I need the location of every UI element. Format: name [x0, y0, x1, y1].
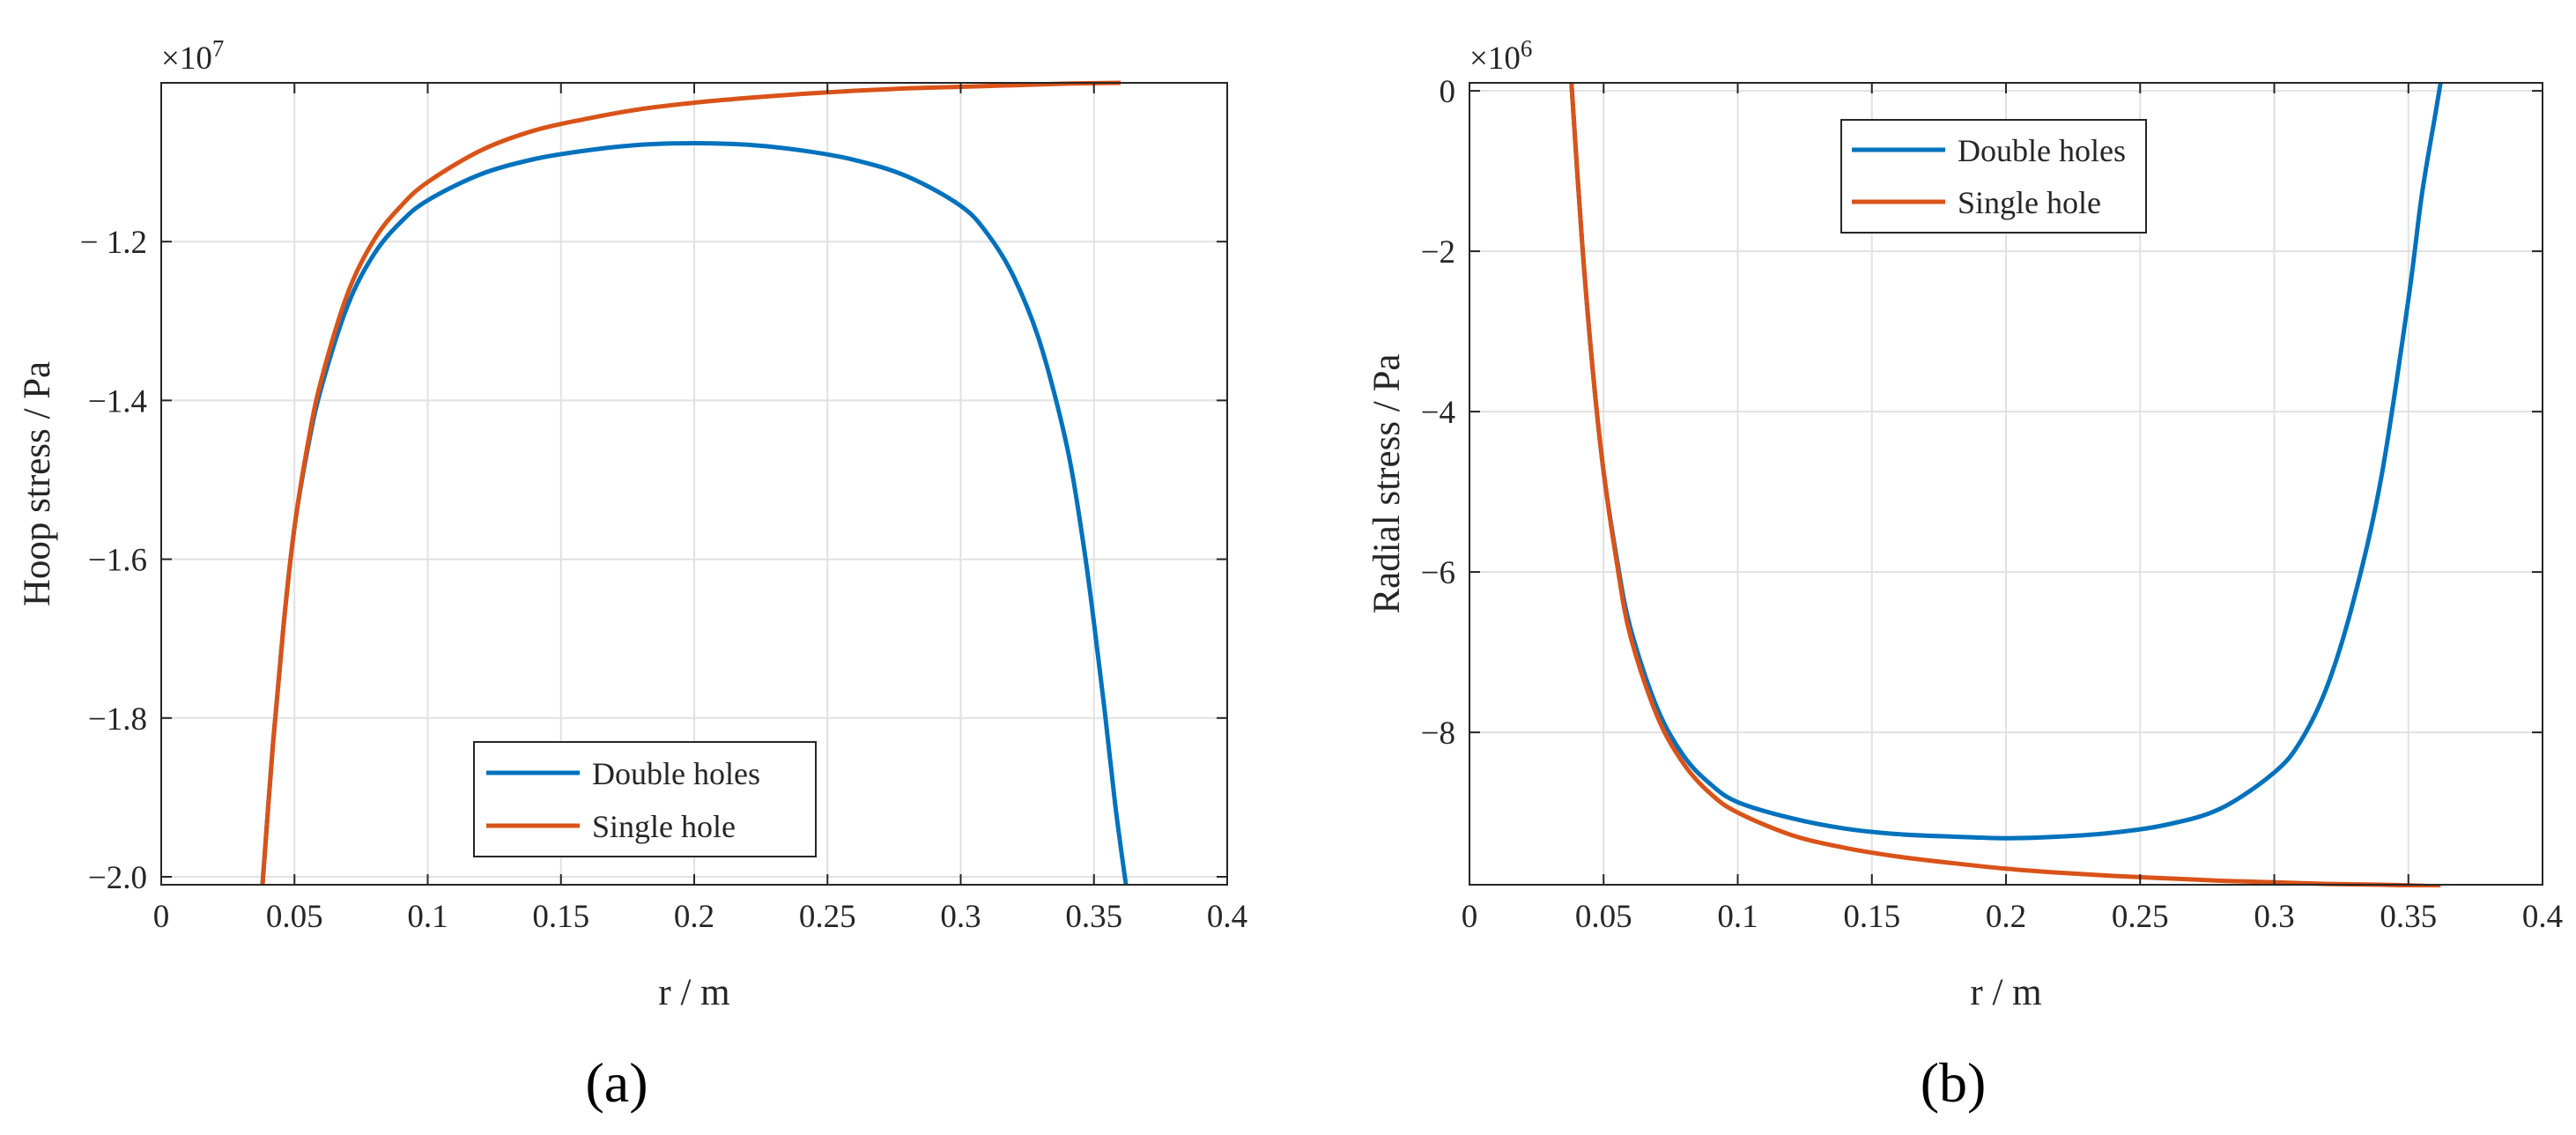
series-group-b	[1569, 82, 2443, 887]
y-axis-label-b: Radial stress / Pa	[1366, 354, 1408, 614]
y-exponent-a: ×107	[161, 35, 224, 77]
y-tick-label: −2.0	[88, 860, 147, 896]
x-tick-label: 0.4	[2522, 899, 2563, 935]
x-tick-label: 0.25	[799, 899, 856, 935]
x-tick-label: 0.25	[2112, 899, 2169, 935]
y-tick-label: − 1.2	[80, 225, 147, 261]
y-tick-label: 0	[1440, 74, 1456, 110]
x-tick-label: 0.15	[532, 899, 589, 935]
grid-a	[161, 83, 1227, 885]
series-line-single-hole	[260, 80, 1121, 886]
x-tick-label: 0.2	[1986, 899, 2026, 935]
x-tick-label: 0	[153, 899, 170, 935]
x-tick-label: 0.1	[407, 899, 448, 935]
y-tick-label: −1.8	[88, 701, 147, 738]
legend-b: Double holes Single hole	[1840, 119, 2147, 234]
x-tick-label: 0.4	[1207, 899, 1247, 935]
x-tick-label: 0.3	[940, 899, 981, 935]
x-tick-label: 0.15	[1843, 899, 1900, 935]
y-exponent-b: ×106	[1469, 35, 1532, 77]
y-tick-label: −1.4	[88, 383, 147, 419]
y-axis-label-a: Hoop stress / Pa	[17, 361, 58, 606]
series-group-a	[260, 80, 1129, 886]
x-tick-label: 0.35	[2380, 899, 2437, 935]
y-tick-label: −2	[1421, 234, 1455, 271]
x-tick-label: 0	[1462, 899, 1478, 935]
x-axis-label-b: r / m	[1970, 972, 2041, 1013]
x-axis-label-a: r / m	[658, 972, 729, 1013]
x-tick-label: 0.1	[1717, 899, 1758, 935]
y-tick-label: −8	[1421, 716, 1455, 752]
x-tick-label: 0.3	[2254, 899, 2294, 935]
legend-label-double-holes-a: Double holes	[592, 756, 760, 791]
y-tick-label: −6	[1421, 555, 1455, 591]
legend-label-single-hole-b: Single hole	[1958, 185, 2101, 220]
x-tick-label: 0.05	[1575, 899, 1632, 935]
legend-label-single-hole-a: Single hole	[592, 809, 736, 844]
legend-box-a	[473, 741, 817, 857]
ticks-a: 0 0.05 0.1 0.15 0.2 0.25 0.3 0.35 0.4 −2.0 −1.8 −1.…	[80, 83, 1247, 935]
legend-a: Double holes Single hole	[473, 741, 817, 857]
x-tick-label: 0.05	[266, 899, 323, 935]
panel-b-radial-stress: 0 0.05 0.1 0.15 0.2 0.25 0.3 0.35 0.4 −8 −6 −4 −2 0 ×…	[1366, 35, 2563, 1114]
legend-box-b	[1840, 119, 2147, 234]
series-line-single-hole	[1569, 82, 2441, 887]
panel-label-a: (a)	[585, 1051, 648, 1114]
x-tick-label: 0.35	[1065, 899, 1122, 935]
ticks-b: 0 0.05 0.1 0.15 0.2 0.25 0.3 0.35 0.4 −8 −6 −4 −2 0	[1421, 74, 2564, 935]
x-tick-label: 0.2	[674, 899, 714, 935]
y-tick-label: −1.6	[88, 543, 147, 579]
panel-label-b: (b)	[1921, 1051, 1987, 1114]
y-tick-label: −4	[1421, 395, 1455, 431]
legend-label-double-holes-b: Double holes	[1958, 133, 2126, 168]
panel-a-hoop-stress: 0 0.05 0.1 0.15 0.2 0.25 0.3 0.35 0.4 −2.0 −1.8 −1.…	[17, 35, 1247, 1114]
